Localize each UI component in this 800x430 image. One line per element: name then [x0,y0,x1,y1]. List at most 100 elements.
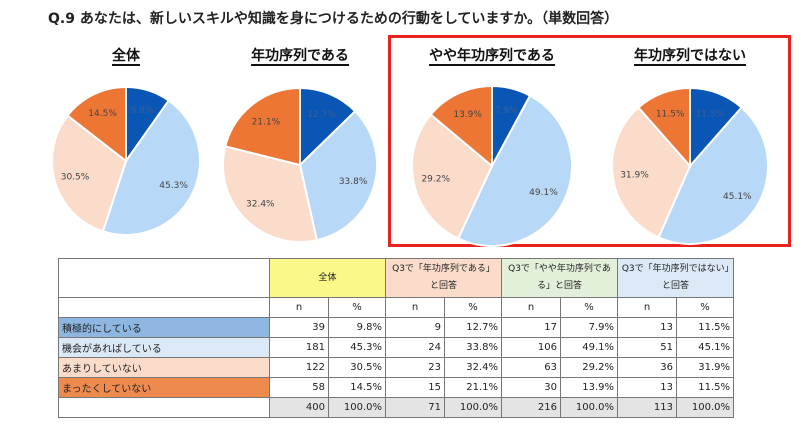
table-cell: 100.0% [328,397,386,418]
data-label: 21.1% [252,117,281,127]
table-cell: 36 [617,357,677,378]
data-label: 7.9% [495,106,518,116]
table-cell: 100.0% [444,397,502,418]
subheader: % [676,297,734,318]
table-cell: 14.5% [328,377,386,398]
table-cell: 33.8% [444,337,502,358]
data-label: 29.2% [421,174,450,184]
table-cell: 21.1% [444,377,502,398]
subheader: % [444,297,502,318]
data-label: 13.9% [453,110,482,120]
data-label: 49.1% [529,188,558,198]
table-cell: 216 [501,397,561,418]
pie-slice [411,113,494,240]
pie-slice [51,114,128,233]
table-cell: 106 [501,337,561,358]
pie-slice [298,109,378,242]
pie-title: 年功序列ではない [634,48,746,66]
table-cell: 71 [385,397,445,418]
table-cell: 400 [269,397,329,418]
table-cell: 29.2% [560,357,618,378]
table-cell: 11.5% [676,377,734,398]
row-label: まったくしていない [58,377,270,398]
data-label: 14.5% [88,109,117,119]
data-label: 33.8% [339,177,368,187]
table-cell: 45.3% [328,337,386,358]
table-cell: 9 [385,317,445,338]
row-label [58,397,270,418]
results-table: 全体 Q3で「年功序列である」と回答 Q3で「やや年功序列である」と回答 Q3で「年功… [58,258,734,418]
pie-slice [101,99,201,236]
pie-slice [429,84,493,169]
subheader: n [269,297,329,318]
table-cell: 100.0% [560,397,618,418]
subheader: % [328,297,386,318]
group-header: Q3で「やや年功序列である」と回答 [501,258,618,298]
table-cell: 23 [385,357,445,378]
pie-slice [657,106,769,245]
group-header: Q3で「年功序列である」と回答 [385,258,502,298]
corner-cell [58,258,270,298]
table-cell: 9.8% [328,317,386,338]
table-row: 400 100.0% 71 100.0% 216 100.0% 113 100.0% [58,397,734,418]
table-cell: 63 [501,357,561,378]
table-cell: 30.5% [328,357,386,378]
table-row: 積極的にしている 39 9.8% 9 12.7% 17 7.9% 13 11.5% [58,317,734,338]
pie-charts: 9.8% 45.3% 30.5% 14.5% 12.7% 33.8% 32.4% 21.1% 7… [51,84,769,247]
table-cell: 13 [617,377,677,398]
pie-slice [611,106,692,239]
table-cell: 15 [385,377,445,398]
table-cell: 39 [269,317,329,338]
table-cell: 11.5% [676,317,734,338]
data-label: 45.3% [159,181,188,191]
table-cell: 12.7% [444,317,502,338]
table-cell: 58 [269,377,329,398]
table-cell: 7.9% [560,317,618,338]
table-cell: 30 [501,377,561,398]
table-row: まったくしていない 58 14.5% 15 21.1% 30 13.9% 13 11.5% [58,377,734,398]
pie-slice [637,86,691,169]
subheader: n [501,297,561,318]
data-label: 12.7% [307,110,336,120]
row-label: 積極的にしている [58,317,270,338]
highlight-box [388,35,791,247]
table-cell: 181 [269,337,329,358]
subheader: n [385,297,445,318]
row-label: あまりしていない [58,357,270,378]
data-label: 30.5% [61,173,90,183]
group-header: 全体 [269,258,386,298]
corner-cell [58,297,270,318]
pie-slice [222,145,318,243]
data-label: 11.5% [696,109,725,119]
table-cell: 45.1% [676,337,734,358]
row-label: 機会があればしている [58,337,270,358]
table-row: 機会があればしている 181 45.3% 24 33.8% 106 49.1% 51 45.1% [58,337,734,358]
table-cell: 17 [501,317,561,338]
table-cell: 51 [617,337,677,358]
data-label: 32.4% [246,200,275,210]
group-header: Q3で「年功序列ではない」と回答 [617,258,734,298]
table-row: あまりしていない 122 30.5% 23 32.4% 63 29.2% 36 31.9% [58,357,734,378]
table-cell: 122 [269,357,329,378]
table-cell: 49.1% [560,337,618,358]
pie-slice [456,94,573,247]
data-label: 45.1% [723,192,752,202]
table-cell: 24 [385,337,445,358]
pie-slice [299,86,357,168]
question-title: Q.9 あなたは、新しいスキルや知識を身につけるための行動をしていますか。（単数… [48,11,619,27]
subheader: % [560,297,618,318]
table-cell: 32.4% [444,357,502,378]
data-label: 9.8% [131,106,154,116]
data-label: 31.9% [620,171,649,181]
pie-title: やや年功序列である [429,48,555,66]
table-cell: 31.9% [676,357,734,378]
pie-slice [66,85,127,164]
subheader: n [617,297,677,318]
table-cell: 113 [617,397,677,418]
table-cell: 13 [617,317,677,338]
pie-title: 全体 [112,48,140,66]
pie-slice [224,86,301,167]
pie-title: 年功序列である [251,48,349,66]
data-label: 11.5% [656,109,685,119]
table-cell: 13.9% [560,377,618,398]
